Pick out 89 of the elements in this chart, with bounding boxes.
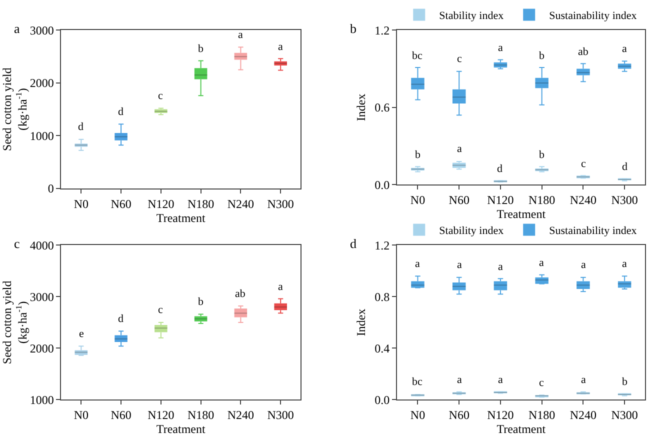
y-tick-label: 4000 bbox=[30, 238, 54, 252]
annotation: c bbox=[158, 90, 163, 102]
y-tick-label: 2000 bbox=[30, 341, 54, 356]
legend-label: Sustainability index bbox=[549, 225, 638, 238]
annotation: a bbox=[622, 258, 627, 270]
annotation: a bbox=[415, 258, 420, 270]
y-axis-title: Index bbox=[354, 94, 368, 122]
annotation: b bbox=[539, 50, 545, 62]
x-tick-label: N300 bbox=[267, 196, 294, 211]
annotation: a bbox=[581, 259, 586, 271]
y-tick-label: 0.6 bbox=[374, 100, 390, 115]
y-tick-label: 1.2 bbox=[374, 238, 390, 252]
x-tick-label: N120 bbox=[487, 408, 514, 422]
y-tick-label: 0.0 bbox=[374, 392, 390, 407]
x-axis-title: Treatment bbox=[496, 422, 546, 436]
x-tick-label: N0 bbox=[74, 196, 88, 211]
y-tick-label: 0.0 bbox=[374, 178, 390, 192]
x-tick-label: N180 bbox=[187, 408, 214, 422]
chart-title: a bbox=[14, 21, 20, 36]
y-axis-title: Index bbox=[354, 308, 368, 336]
annotation: a bbox=[278, 41, 283, 53]
y-tick-label: 0.8 bbox=[374, 290, 390, 304]
annotation: a bbox=[278, 281, 283, 293]
x-tick-label: N120 bbox=[487, 193, 514, 208]
y-tick-label: 1.2 bbox=[374, 23, 390, 38]
annotation: a bbox=[457, 259, 462, 271]
x-axis-title: Treatment bbox=[156, 210, 206, 225]
annotation: b bbox=[198, 296, 204, 308]
x-tick-label: N180 bbox=[528, 408, 556, 422]
x-tick-label: N60 bbox=[110, 408, 132, 422]
annotation: a bbox=[238, 29, 243, 41]
annotation: b bbox=[415, 149, 421, 161]
legend-label: Stability index bbox=[439, 225, 504, 238]
x-tick-label: N240 bbox=[570, 193, 597, 208]
x-tick-label: N60 bbox=[110, 196, 132, 211]
x-tick-label: N180 bbox=[528, 193, 556, 208]
annotation: a bbox=[498, 374, 503, 386]
y-tick-label: 0 bbox=[48, 182, 54, 196]
y-tick-label: 3000 bbox=[30, 23, 54, 38]
annotation: e bbox=[79, 328, 84, 340]
x-tick-label: N0 bbox=[410, 193, 426, 208]
y-tick-label: 2000 bbox=[30, 76, 54, 90]
annotation: c bbox=[457, 53, 462, 65]
legend-label: Stability index bbox=[439, 10, 504, 22]
annotation: d bbox=[118, 106, 124, 118]
x-tick-label: N120 bbox=[148, 196, 174, 211]
x-tick-label: N240 bbox=[227, 196, 254, 211]
annotation: ab bbox=[235, 288, 246, 300]
annotation: c bbox=[539, 377, 544, 389]
annotation: a bbox=[498, 261, 503, 273]
chart-title: b bbox=[350, 21, 356, 36]
legend-label: Sustainability index bbox=[549, 10, 638, 22]
annotation: a bbox=[457, 143, 462, 155]
chart-title: d bbox=[350, 236, 357, 251]
annotation: a bbox=[498, 42, 503, 54]
y-tick-label: 0.4 bbox=[374, 341, 390, 356]
x-tick-label: N60 bbox=[448, 193, 470, 208]
x-tick-label: N180 bbox=[187, 196, 214, 211]
x-tick-label: N240 bbox=[227, 408, 254, 422]
y-tick-label: 3000 bbox=[30, 290, 54, 304]
annotation: bc bbox=[412, 50, 422, 62]
annotation: ab bbox=[578, 46, 589, 58]
annotation: d bbox=[497, 163, 503, 175]
x-tick-label: N240 bbox=[570, 408, 597, 422]
x-tick-label: N120 bbox=[148, 408, 174, 422]
y-tick-label: 1000 bbox=[30, 128, 54, 143]
annotation: b bbox=[622, 376, 628, 388]
annotation: d bbox=[78, 121, 84, 133]
x-tick-label: N300 bbox=[267, 408, 294, 422]
x-tick-label: N0 bbox=[74, 408, 88, 422]
annotation: a bbox=[457, 374, 462, 386]
annotation: a bbox=[539, 257, 544, 269]
y-tick-label: 1000 bbox=[30, 392, 54, 407]
annotation: c bbox=[158, 304, 163, 316]
annotation: b bbox=[198, 43, 204, 55]
x-tick-label: N60 bbox=[448, 408, 470, 422]
x-tick-label: N300 bbox=[611, 408, 638, 422]
chart-title: c bbox=[14, 236, 20, 251]
annotation: d bbox=[118, 313, 124, 325]
annotation: bc bbox=[412, 376, 422, 388]
annotation: c bbox=[581, 158, 586, 170]
annotation: a bbox=[622, 43, 627, 55]
annotation: b bbox=[539, 149, 545, 161]
annotation: d bbox=[622, 161, 628, 173]
x-tick-label: N0 bbox=[410, 408, 426, 422]
annotation: a bbox=[581, 374, 586, 386]
x-axis-title: Treatment bbox=[156, 422, 206, 436]
x-tick-label: N300 bbox=[611, 193, 638, 208]
x-axis-title: Treatment bbox=[496, 207, 546, 222]
